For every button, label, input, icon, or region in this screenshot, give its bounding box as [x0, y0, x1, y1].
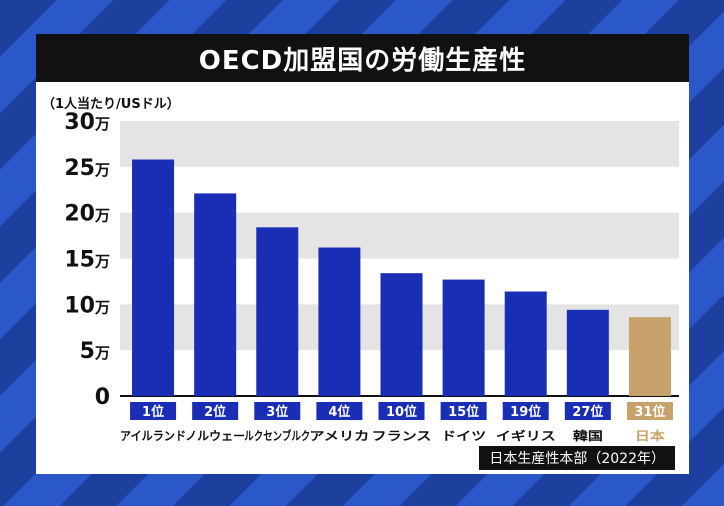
bar	[318, 247, 361, 396]
y-tick-label: 25万	[64, 156, 110, 181]
rank-label: 15位	[448, 404, 479, 420]
rank-badge	[254, 402, 301, 420]
rank-label: 31位	[634, 404, 665, 420]
rank-badge	[378, 402, 425, 420]
category-label: フランス	[372, 429, 432, 443]
rank-badge	[626, 402, 673, 420]
chart-title: OECD加盟国の労働生産性	[36, 34, 689, 82]
y-tick-label: 5万	[80, 339, 110, 364]
bar	[566, 309, 609, 396]
y-tick-label: 30万	[64, 110, 110, 135]
bar	[194, 193, 237, 396]
category-label: アイルランド	[120, 429, 186, 443]
bar	[504, 291, 547, 396]
rank-label: 1位	[142, 404, 164, 420]
rank-label: 10位	[386, 404, 417, 420]
rank-label: 19位	[510, 404, 541, 420]
rank-label: 3位	[266, 404, 288, 420]
category-label: 日本	[635, 428, 665, 443]
rank-label: 4位	[328, 404, 350, 420]
category-label: ノルウェー	[185, 429, 245, 443]
category-label: 韓国	[573, 428, 603, 443]
chart-panel: OECD加盟国の労働生産性 （1人当たり/USドル） 0 5万 10万 15万 20万 2…	[36, 34, 689, 474]
bar	[442, 279, 485, 396]
bar	[132, 159, 175, 396]
rank-badge	[192, 402, 239, 420]
bar	[628, 317, 671, 396]
rank-label: 2位	[204, 404, 226, 420]
rank-badge	[564, 402, 611, 420]
category-label: イギリス	[496, 428, 556, 443]
bar	[380, 273, 423, 396]
y-axis-unit-label: （1人当たり/USドル）	[42, 97, 180, 112]
category-label: ルクセンブルク	[244, 428, 310, 443]
rank-badge	[316, 402, 363, 420]
y-tick-label: 20万	[64, 202, 110, 227]
y-tick-label: 15万	[64, 248, 110, 273]
category-label: ドイツ	[441, 429, 486, 443]
bar	[256, 227, 299, 396]
source-note: 日本生産性本部（2022年）	[479, 446, 675, 470]
grid-band	[120, 121, 679, 167]
rank-badge	[440, 402, 487, 420]
category-label: アメリカ	[309, 429, 369, 443]
rank-label: 27位	[572, 404, 603, 420]
y-tick-label: 0	[95, 385, 110, 410]
rank-badge	[130, 402, 177, 420]
rank-badge	[502, 402, 549, 420]
y-tick-label: 10万	[64, 293, 110, 318]
